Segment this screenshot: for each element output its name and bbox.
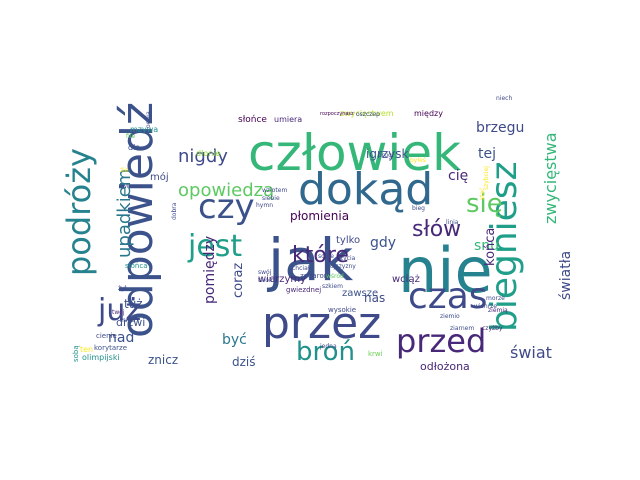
word-cloud-word: ojczyzny (330, 263, 356, 270)
word-cloud-word: wciąż (392, 274, 420, 285)
word-cloud-word: już (97, 293, 141, 328)
word-cloud-word: mzywa (130, 125, 158, 134)
word-cloud-word: oszczep (356, 111, 380, 118)
word-cloud-word: niech (496, 95, 512, 102)
word-cloud-word: ziemio (440, 313, 460, 320)
word-cloud-word: twoim (258, 277, 277, 284)
word-cloud-word: ziemią (488, 307, 508, 314)
word-cloud-word: nie (398, 234, 493, 307)
word-cloud-word: zwycięstwa (541, 132, 560, 224)
word-cloud-word: czas (408, 276, 488, 317)
word-cloud-word: czy (198, 187, 255, 227)
word-cloud-word: korytarze (94, 344, 127, 352)
word-cloud-word: pomiędzy (202, 236, 218, 304)
word-cloud-word: rozpoczynasz (320, 111, 354, 117)
word-cloud-word: dobra (171, 202, 178, 220)
word-cloud-word: sobą (72, 345, 80, 362)
word-cloud-word: świat (510, 343, 552, 362)
word-cloud-word: zegarom (300, 272, 331, 280)
word-cloud-word: słońce (238, 115, 267, 125)
word-cloud-word: dziś (232, 355, 256, 369)
word-cloud-word: jak (266, 226, 354, 294)
word-cloud-word: stać (479, 188, 486, 200)
word-cloud-word: broń (296, 337, 355, 367)
word-cloud-word: cienie (96, 332, 117, 340)
word-cloud-word: słońca (125, 262, 148, 270)
word-cloud-word: morze (486, 295, 505, 302)
word-cloud-word: nad (108, 330, 134, 346)
word-cloud-word: gwiezdnej (286, 286, 321, 294)
word-cloud-word: mnie (120, 317, 135, 324)
word-cloud-word: siebie (262, 195, 280, 202)
word-cloud-word: wysokie (328, 306, 356, 314)
word-cloud-word: jest (187, 229, 242, 264)
word-cloud-word: mój (150, 171, 169, 183)
word-cloud-word: hymn (256, 202, 273, 209)
word-cloud-word: dokąd (298, 164, 433, 215)
word-cloud-word: byłeś (410, 157, 426, 164)
word-cloud-word: życia (340, 255, 356, 262)
word-cloud-word: żył (118, 285, 127, 292)
word-cloud-word: dłonie (196, 149, 221, 158)
word-cloud-word: podróży (60, 148, 98, 276)
word-cloud-word: odpowiedź (112, 102, 163, 338)
word-cloud-word: wichrze (474, 303, 497, 310)
word-cloud-word: nas (364, 291, 385, 305)
word-cloud-word: cię (448, 168, 468, 184)
word-cloud-word: jedną (319, 343, 337, 350)
word-cloud-word: które (292, 243, 349, 268)
word-cloud-word: biegniesz (484, 162, 525, 332)
word-cloud-word: coraz (231, 263, 246, 298)
word-cloud-word: człowiek (248, 124, 461, 182)
word-cloud-word: twój (112, 309, 125, 316)
word-cloud-word: tej (478, 146, 496, 162)
word-cloud-word: swój (258, 269, 272, 276)
word-cloud-word: wiosna (122, 183, 143, 190)
word-cloud-word: opowiedzą (178, 180, 274, 201)
word-cloud-word: krwi (368, 350, 383, 358)
word-cloud-word: być (222, 332, 247, 348)
word-cloud-word: odłożona (420, 360, 470, 373)
word-cloud-word: tylko (336, 235, 360, 246)
word-cloud-word: światła (558, 251, 574, 300)
word-cloud-word: wśród (326, 273, 344, 280)
word-cloud-word: drzwi (116, 316, 145, 329)
word-cloud-word: przed (396, 322, 486, 360)
word-cloud-word: czyżby (482, 325, 503, 332)
word-cloud-word: umiera (274, 115, 302, 124)
word-cloud-word: się (466, 189, 503, 219)
word-cloud-word: drugi (378, 152, 394, 159)
word-cloud-word: file (126, 133, 135, 140)
word-cloud-word: ten (80, 345, 93, 354)
word-cloud-word: olimpijski (82, 353, 120, 362)
word-cloud-word: bieg (412, 205, 425, 212)
word-cloud-word: wierzymy (258, 274, 306, 285)
word-cloud-word: chciał (292, 265, 310, 272)
word-cloud-word: szkiem (322, 283, 343, 290)
word-cloud-word: tuż (124, 297, 143, 311)
word-cloud-word: ognia (145, 111, 152, 128)
word-cloud-word: końca (483, 228, 498, 266)
word-cloud-word: znicz (148, 353, 178, 367)
word-cloud-word: szybciej (483, 166, 490, 190)
word-cloud-word: zawsze (342, 288, 378, 299)
word-cloud-word: zwycięstwem (340, 109, 394, 118)
word-cloud-word: wzlotem (262, 187, 287, 194)
word-cloud-word: słów (412, 217, 461, 242)
word-cloud-word: źle (120, 167, 129, 174)
word-cloud-word: przez (262, 298, 381, 349)
word-cloud-word: linią (446, 219, 459, 226)
word-cloud-word: dla (128, 143, 140, 152)
word-cloud-word: igrzysk (366, 147, 409, 161)
word-cloud-word: między (414, 109, 443, 118)
word-cloud-word: płomienia (290, 209, 349, 223)
word-cloud-word: sobie (318, 253, 334, 260)
word-cloud-word: ziarnem (450, 325, 474, 332)
word-cloud-word: gdy (370, 235, 396, 251)
word-cloud-word: brzegu (476, 120, 524, 136)
word-cloud-word: nigdy (178, 146, 228, 167)
word-cloud-word: snu (474, 238, 499, 254)
word-cloud-word: upadkiem (114, 169, 135, 258)
